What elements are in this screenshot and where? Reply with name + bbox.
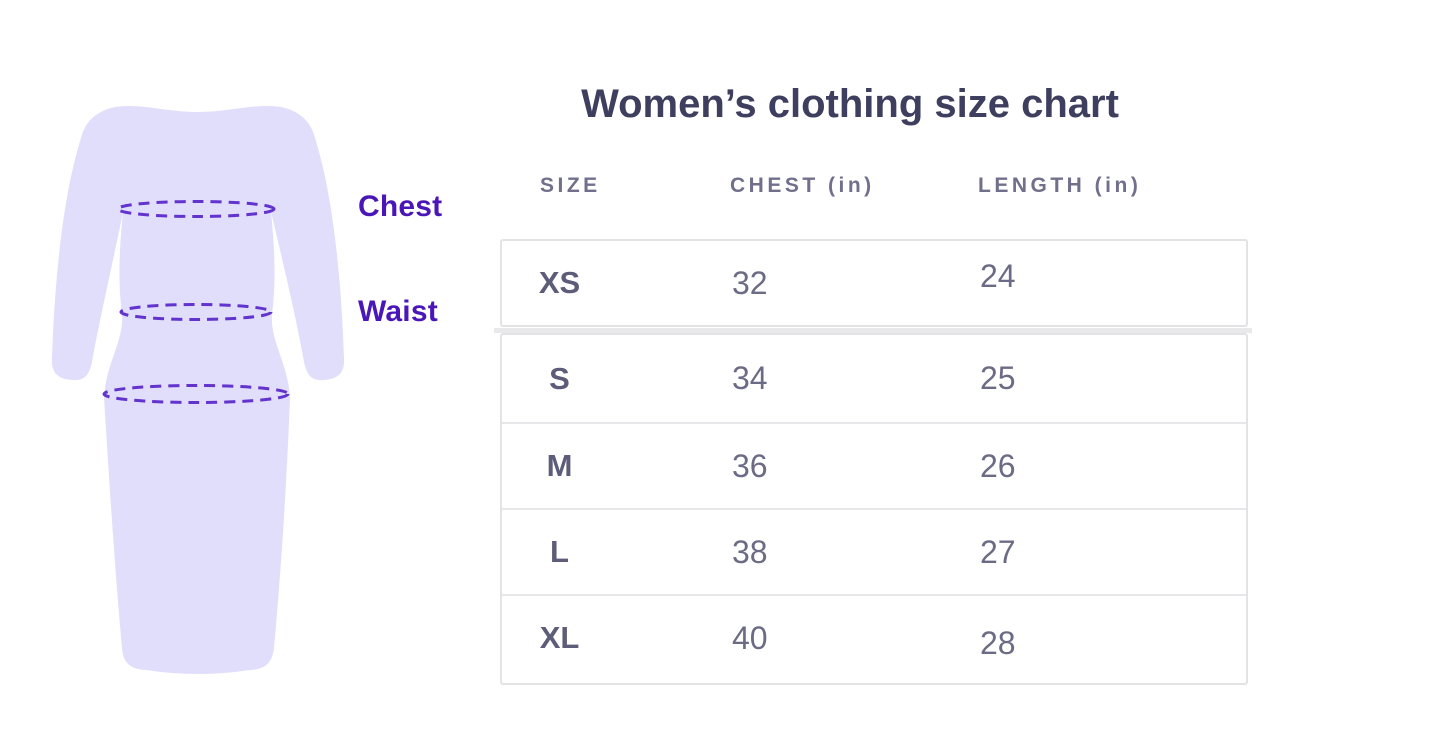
cell-chest: 36 bbox=[732, 447, 768, 484]
size-table-box-main: S 34 25 M 36 26 L 38 27 XL 40 28 bbox=[500, 333, 1248, 685]
cell-length: 24 bbox=[980, 257, 1016, 294]
cell-length: 25 bbox=[980, 360, 1016, 396]
cell-chest: 32 bbox=[732, 264, 768, 301]
chest-label: Chest bbox=[358, 190, 443, 223]
table-row: XL 40 28 bbox=[502, 594, 1246, 680]
table-row: M 36 26 bbox=[502, 422, 1246, 508]
page-title: Women’s clothing size chart bbox=[581, 82, 1119, 126]
hip-measure-ellipse bbox=[102, 384, 290, 404]
waist-measure-ellipse bbox=[119, 303, 273, 321]
cell-chest: 34 bbox=[732, 360, 768, 396]
dress-silhouette bbox=[51, 105, 345, 674]
cell-size: L bbox=[550, 534, 569, 569]
cell-length: 27 bbox=[980, 533, 1016, 570]
cell-size: S bbox=[549, 360, 570, 396]
table-box-divider bbox=[494, 328, 1252, 333]
size-table-box-xs: XS 32 24 bbox=[500, 239, 1248, 327]
table-row: XS 32 24 bbox=[502, 241, 1246, 325]
table-header-row: SIZE CHEST (in) LENGTH (in) bbox=[500, 171, 1248, 201]
cell-size: XS bbox=[538, 265, 581, 300]
table-row: L 38 27 bbox=[502, 508, 1246, 594]
cell-length: 26 bbox=[980, 447, 1016, 484]
cell-length: 28 bbox=[980, 624, 1016, 661]
cell-size: M bbox=[546, 448, 573, 483]
waist-label: Waist bbox=[358, 295, 438, 328]
chest-measure-ellipse bbox=[116, 200, 276, 218]
column-header-length: LENGTH (in) bbox=[978, 174, 1142, 197]
cell-chest: 40 bbox=[732, 619, 768, 656]
column-header-chest: CHEST (in) bbox=[730, 174, 875, 197]
column-header-size: SIZE bbox=[540, 174, 601, 197]
dress-illustration bbox=[51, 105, 345, 674]
table-row: S 34 25 bbox=[502, 335, 1246, 422]
cell-size: XL bbox=[539, 620, 580, 655]
cell-chest: 38 bbox=[732, 533, 768, 570]
